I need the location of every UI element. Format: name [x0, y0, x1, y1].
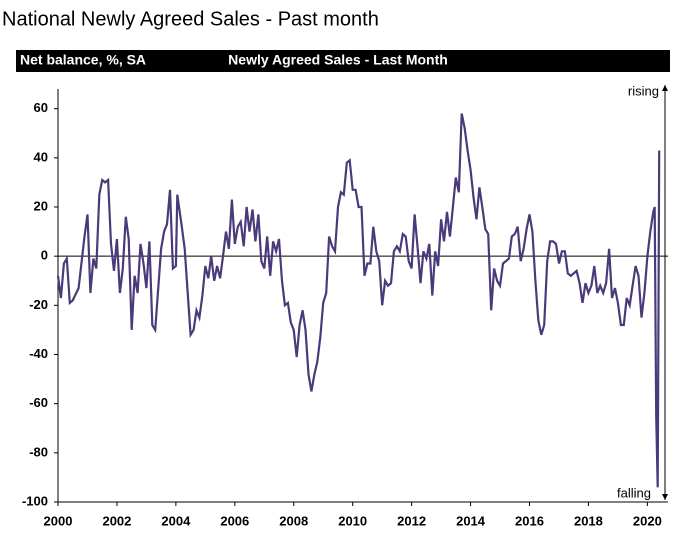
y-tick-label: -100: [22, 493, 48, 508]
y-tick-label: -60: [29, 395, 48, 410]
chart-subtitle: Newly Agreed Sales - Last Month: [228, 52, 448, 68]
annotation: falling: [617, 485, 651, 500]
y-tick-label: 60: [34, 100, 48, 115]
arrow-up-head: [662, 85, 668, 91]
y-tick-label: -20: [29, 297, 48, 312]
x-tick-label: 2012: [397, 513, 426, 528]
y-axis-label: Net balance, %, SA: [20, 52, 146, 68]
annotation: rising: [628, 83, 659, 98]
x-tick-label: 2004: [161, 513, 191, 528]
x-tick-label: 2014: [456, 513, 486, 528]
x-tick-label: 2002: [102, 513, 131, 528]
x-tick-label: 2018: [574, 513, 603, 528]
x-tick-label: 2008: [279, 513, 308, 528]
x-tick-label: 2010: [338, 513, 367, 528]
x-tick-label: 2000: [44, 513, 73, 528]
x-tick-label: 2020: [633, 513, 662, 528]
header-bar: [16, 50, 670, 72]
y-tick-label: 20: [34, 198, 48, 213]
y-tick-label: 40: [34, 149, 48, 164]
x-tick-label: 2006: [220, 513, 249, 528]
y-tick-label: 0: [41, 248, 48, 263]
arrow-down-head: [662, 494, 668, 500]
x-tick-label: 2016: [515, 513, 544, 528]
y-tick-label: -80: [29, 444, 48, 459]
data-line: [56, 113, 661, 488]
chart-title: National Newly Agreed Sales - Past month: [2, 8, 379, 30]
y-tick-label: -40: [29, 346, 48, 361]
